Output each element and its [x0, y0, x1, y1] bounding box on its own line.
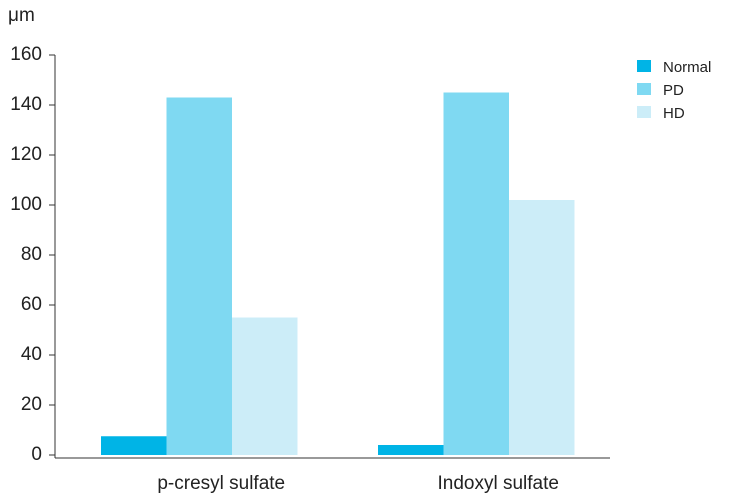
bar [509, 200, 575, 455]
legend-label: HD [663, 105, 685, 122]
y-tick-label: 120 [10, 144, 42, 165]
y-tick-label: 60 [21, 294, 42, 315]
legend-label: PD [663, 82, 684, 99]
legend-label: Normal [663, 59, 711, 76]
y-tick-label: 40 [21, 344, 42, 365]
legend: Normal PD HD [637, 59, 711, 122]
y-tick-label: 80 [21, 244, 42, 265]
y-tick-label: 160 [10, 44, 42, 65]
y-tick-label: 0 [31, 444, 42, 465]
bar [101, 436, 167, 455]
y-tick-label: 20 [21, 394, 42, 415]
legend-swatch [637, 106, 651, 118]
x-tick-label: Indoxyl sulfate [438, 473, 559, 494]
legend-swatch [637, 83, 651, 95]
bar [232, 317, 298, 455]
bar [443, 92, 509, 455]
y-axis-label: μm [8, 5, 35, 26]
y-tick-label: 100 [10, 194, 42, 215]
x-tick-label: p-cresyl sulfate [157, 473, 285, 494]
bar [166, 97, 232, 455]
legend-swatch [637, 60, 651, 72]
y-tick-label: 140 [10, 94, 42, 115]
bar [378, 445, 444, 455]
